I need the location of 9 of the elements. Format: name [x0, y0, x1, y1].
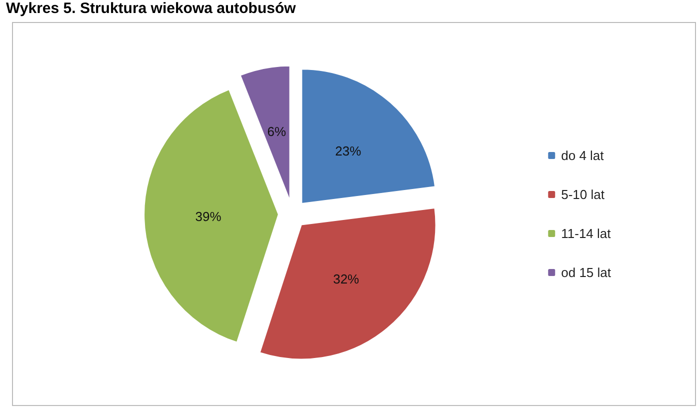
legend-label: do 4 lat: [561, 148, 604, 163]
data-label: 32%: [333, 271, 360, 286]
legend-label: 11-14 lat: [561, 226, 612, 241]
chart-title: Wykres 5. Struktura wiekowa autobusów: [6, 0, 296, 17]
data-label: 39%: [195, 209, 222, 224]
data-label: 23%: [335, 143, 362, 158]
legend-label: 5-10 lat: [561, 187, 605, 202]
data-label: 6%: [267, 124, 286, 139]
legend-label: od 15 lat: [561, 265, 612, 280]
